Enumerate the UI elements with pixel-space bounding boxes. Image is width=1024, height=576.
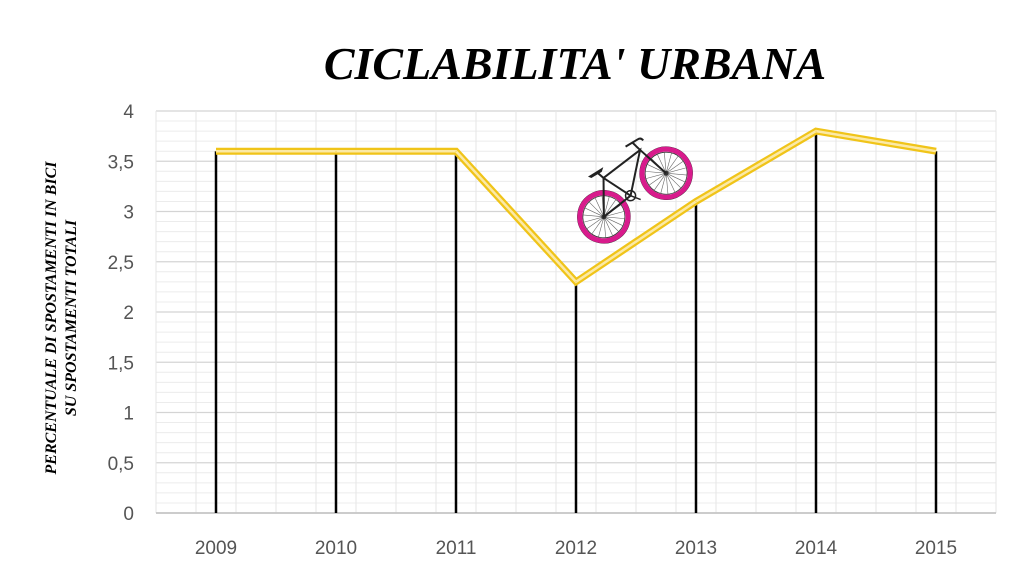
y-axis-label-line-2: SU SPOSTAMENTI TOTALI — [63, 219, 80, 416]
rear-wheel-spoke — [594, 197, 605, 217]
y-tick-label: 3,5 — [108, 152, 134, 173]
y-tick-label: 0 — [123, 504, 134, 525]
data-point — [695, 200, 697, 202]
front-wheel-spoke — [665, 173, 669, 195]
y-axis-label: PERCENTUALE DI SPOSTAMENTI IN BICI SU SP… — [43, 161, 80, 476]
data-point — [215, 150, 217, 152]
front-wheel-spoke — [665, 173, 676, 193]
front-wheel-spoke — [648, 172, 667, 186]
y-tick-label: 4 — [123, 102, 134, 123]
rear-wheel-spoke — [582, 214, 604, 218]
y-tick-label: 1,5 — [108, 353, 134, 374]
y-tick-label: 1 — [123, 404, 134, 425]
rear-wheel-rim — [577, 190, 631, 244]
rear-wheel-spoke — [588, 201, 605, 218]
y-tick-label: 0,5 — [108, 454, 134, 475]
series-line — [215, 127, 937, 287]
bicycle-crank — [624, 189, 637, 202]
y-tick-label: 3 — [123, 203, 134, 224]
data-point — [815, 130, 817, 132]
data-point — [335, 150, 337, 152]
x-tick-label: 2014 — [795, 538, 838, 559]
bicycle-stem — [632, 142, 641, 151]
bicycle-handlebar — [625, 137, 645, 148]
front-wheel-spoke — [646, 164, 667, 174]
bicycle-saddle — [587, 167, 604, 178]
x-tick-label: 2012 — [555, 538, 597, 559]
x-tick-label: 2009 — [195, 538, 237, 559]
front-wheel-spoke — [666, 167, 687, 174]
front-wheel-spoke — [666, 172, 686, 183]
x-axis-ticks: 2009 2010 2011 2012 2013 2014 2015 — [195, 538, 957, 559]
y-axis-ticks: 0 0,5 1 1,5 2 2,5 3 3,5 4 — [108, 102, 135, 525]
bicycle-frame-rear — [602, 176, 633, 219]
bicycle-group — [577, 137, 693, 244]
rear-wheel-spoke — [584, 207, 604, 218]
front-wheel-spoke — [645, 172, 667, 179]
y-tick-label: 2,5 — [108, 253, 134, 274]
y-axis-label-line-1: PERCENTUALE DI SPOSTAMENTI IN BICI — [43, 161, 60, 476]
rear-wheel-spoke — [603, 216, 625, 219]
rear-wheel-spoke — [603, 211, 625, 218]
rear-wheel-spoke — [598, 216, 605, 238]
x-tick-label: 2011 — [436, 538, 477, 559]
chart-title: CICLABILITA' URBANA — [324, 38, 826, 89]
x-tick-label: 2015 — [915, 538, 957, 559]
bicycle-fork — [639, 149, 667, 174]
rear-wheel-spoke — [586, 216, 605, 230]
front-wheel-spoke — [653, 173, 667, 191]
data-point — [935, 150, 937, 152]
x-tick-label: 2010 — [315, 538, 357, 559]
front-wheel-spoke — [645, 171, 667, 174]
front-wheel-spoke — [660, 173, 667, 194]
rear-wheel-spoke — [591, 216, 605, 235]
rear-wheel-spoke — [603, 216, 614, 236]
rear-wheel-spoke — [603, 216, 619, 232]
front-wheel-spoke — [656, 154, 667, 174]
rear-wheel-spoke — [603, 199, 617, 217]
front-wheel-rim — [639, 146, 693, 200]
front-wheel-spoke — [663, 152, 667, 174]
front-wheel-spoke — [665, 160, 684, 174]
data-point — [575, 281, 577, 283]
rear-wheel-spoke — [603, 216, 607, 238]
front-wheel-spoke — [665, 152, 672, 174]
rear-wheel-spoke — [603, 216, 624, 226]
y-tick-label: 2 — [123, 303, 134, 324]
bicycle-pedal-arm — [630, 194, 641, 201]
front-wheel-spoke — [665, 155, 679, 174]
drop-lines — [214, 131, 938, 513]
front-wheel-spoke — [665, 172, 682, 189]
data-point — [455, 150, 457, 152]
x-tick-label: 2013 — [675, 538, 717, 559]
front-wheel-spoke — [666, 172, 688, 176]
bicycle-icon — [577, 137, 693, 244]
rear-wheel-spoke — [583, 216, 604, 223]
